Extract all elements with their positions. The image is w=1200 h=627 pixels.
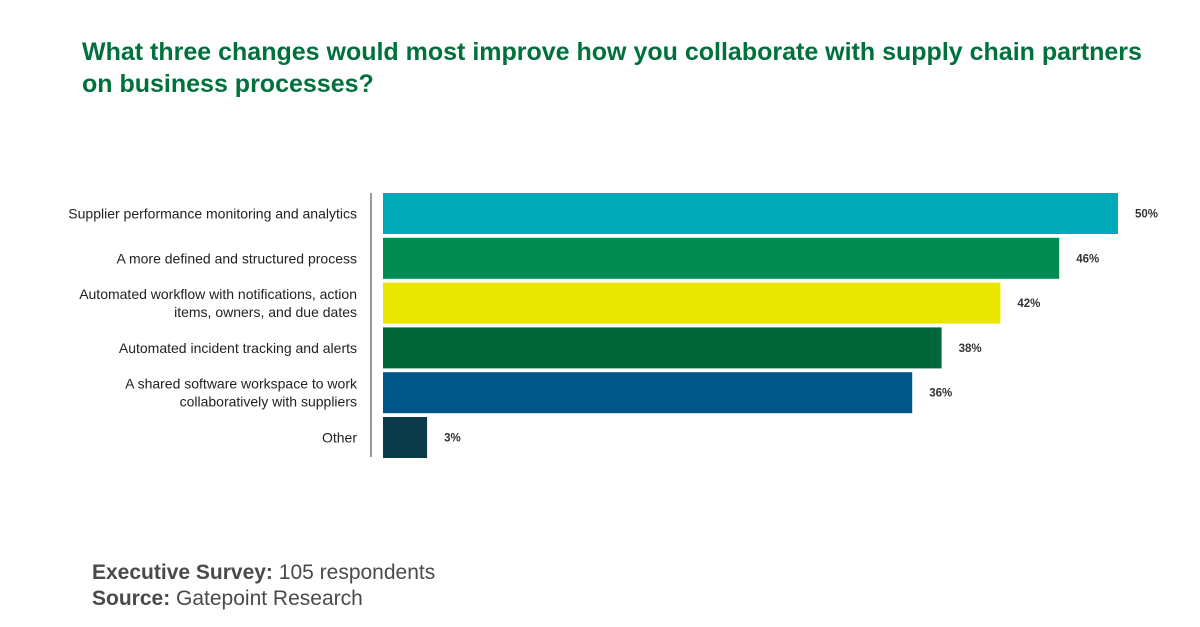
value-label-2: 42% xyxy=(1017,298,1040,310)
survey-label: Executive Survey: xyxy=(92,561,273,584)
category-label-4: A shared software workspace to work colla… xyxy=(125,376,358,410)
source-label: Source: xyxy=(92,587,171,610)
chart-footer: Executive Survey: 105 respondents Source… xyxy=(92,560,435,612)
value-label-0: 50% xyxy=(1135,209,1158,221)
value-labels-group: 50% 46% 42% 38% 36% 3% xyxy=(444,209,1158,445)
category-label-line: A more defined and structured process xyxy=(117,250,357,266)
value-label-5: 3% xyxy=(444,433,461,445)
survey-value: 105 respondents xyxy=(272,561,436,584)
category-label-line: items, owners, and due dates xyxy=(174,304,357,320)
category-label-line: Supplier performance monitoring and anal… xyxy=(68,206,357,222)
category-label-1: A more defined and structured process xyxy=(117,250,357,266)
survey-note: Executive Survey: 105 respondents xyxy=(92,560,435,586)
category-label-line: A shared software workspace to work xyxy=(125,376,358,392)
category-label-line: Automated incident tracking and alerts xyxy=(119,340,357,356)
value-label-4: 36% xyxy=(929,388,952,400)
bar-0 xyxy=(383,193,1118,234)
category-label-line: collaboratively with suppliers xyxy=(180,394,357,410)
category-label-line: Automated workflow with notifications, a… xyxy=(79,286,357,302)
source-value: Gatepoint Research xyxy=(170,587,363,610)
category-label-line: Other xyxy=(322,430,357,446)
bar-1 xyxy=(383,237,1060,279)
chart-title: What three changes would most improve ho… xyxy=(82,38,1142,98)
category-label-3: Automated incident tracking and alerts xyxy=(119,340,357,356)
value-label-1: 46% xyxy=(1076,253,1099,265)
bar-2 xyxy=(383,282,1001,324)
category-label-2: Automated workflow with notifications, a… xyxy=(79,286,357,320)
value-label-3: 38% xyxy=(959,343,982,355)
bar-4 xyxy=(383,372,913,414)
category-label-5: Other xyxy=(322,430,357,446)
category-label-0: Supplier performance monitoring and anal… xyxy=(68,206,357,222)
category-labels-group: Supplier performance monitoring and anal… xyxy=(68,206,358,446)
bars-group xyxy=(383,193,1118,458)
bar-3 xyxy=(383,327,942,369)
source-note: Source: Gatepoint Research xyxy=(92,586,435,612)
bar-5 xyxy=(383,417,428,458)
